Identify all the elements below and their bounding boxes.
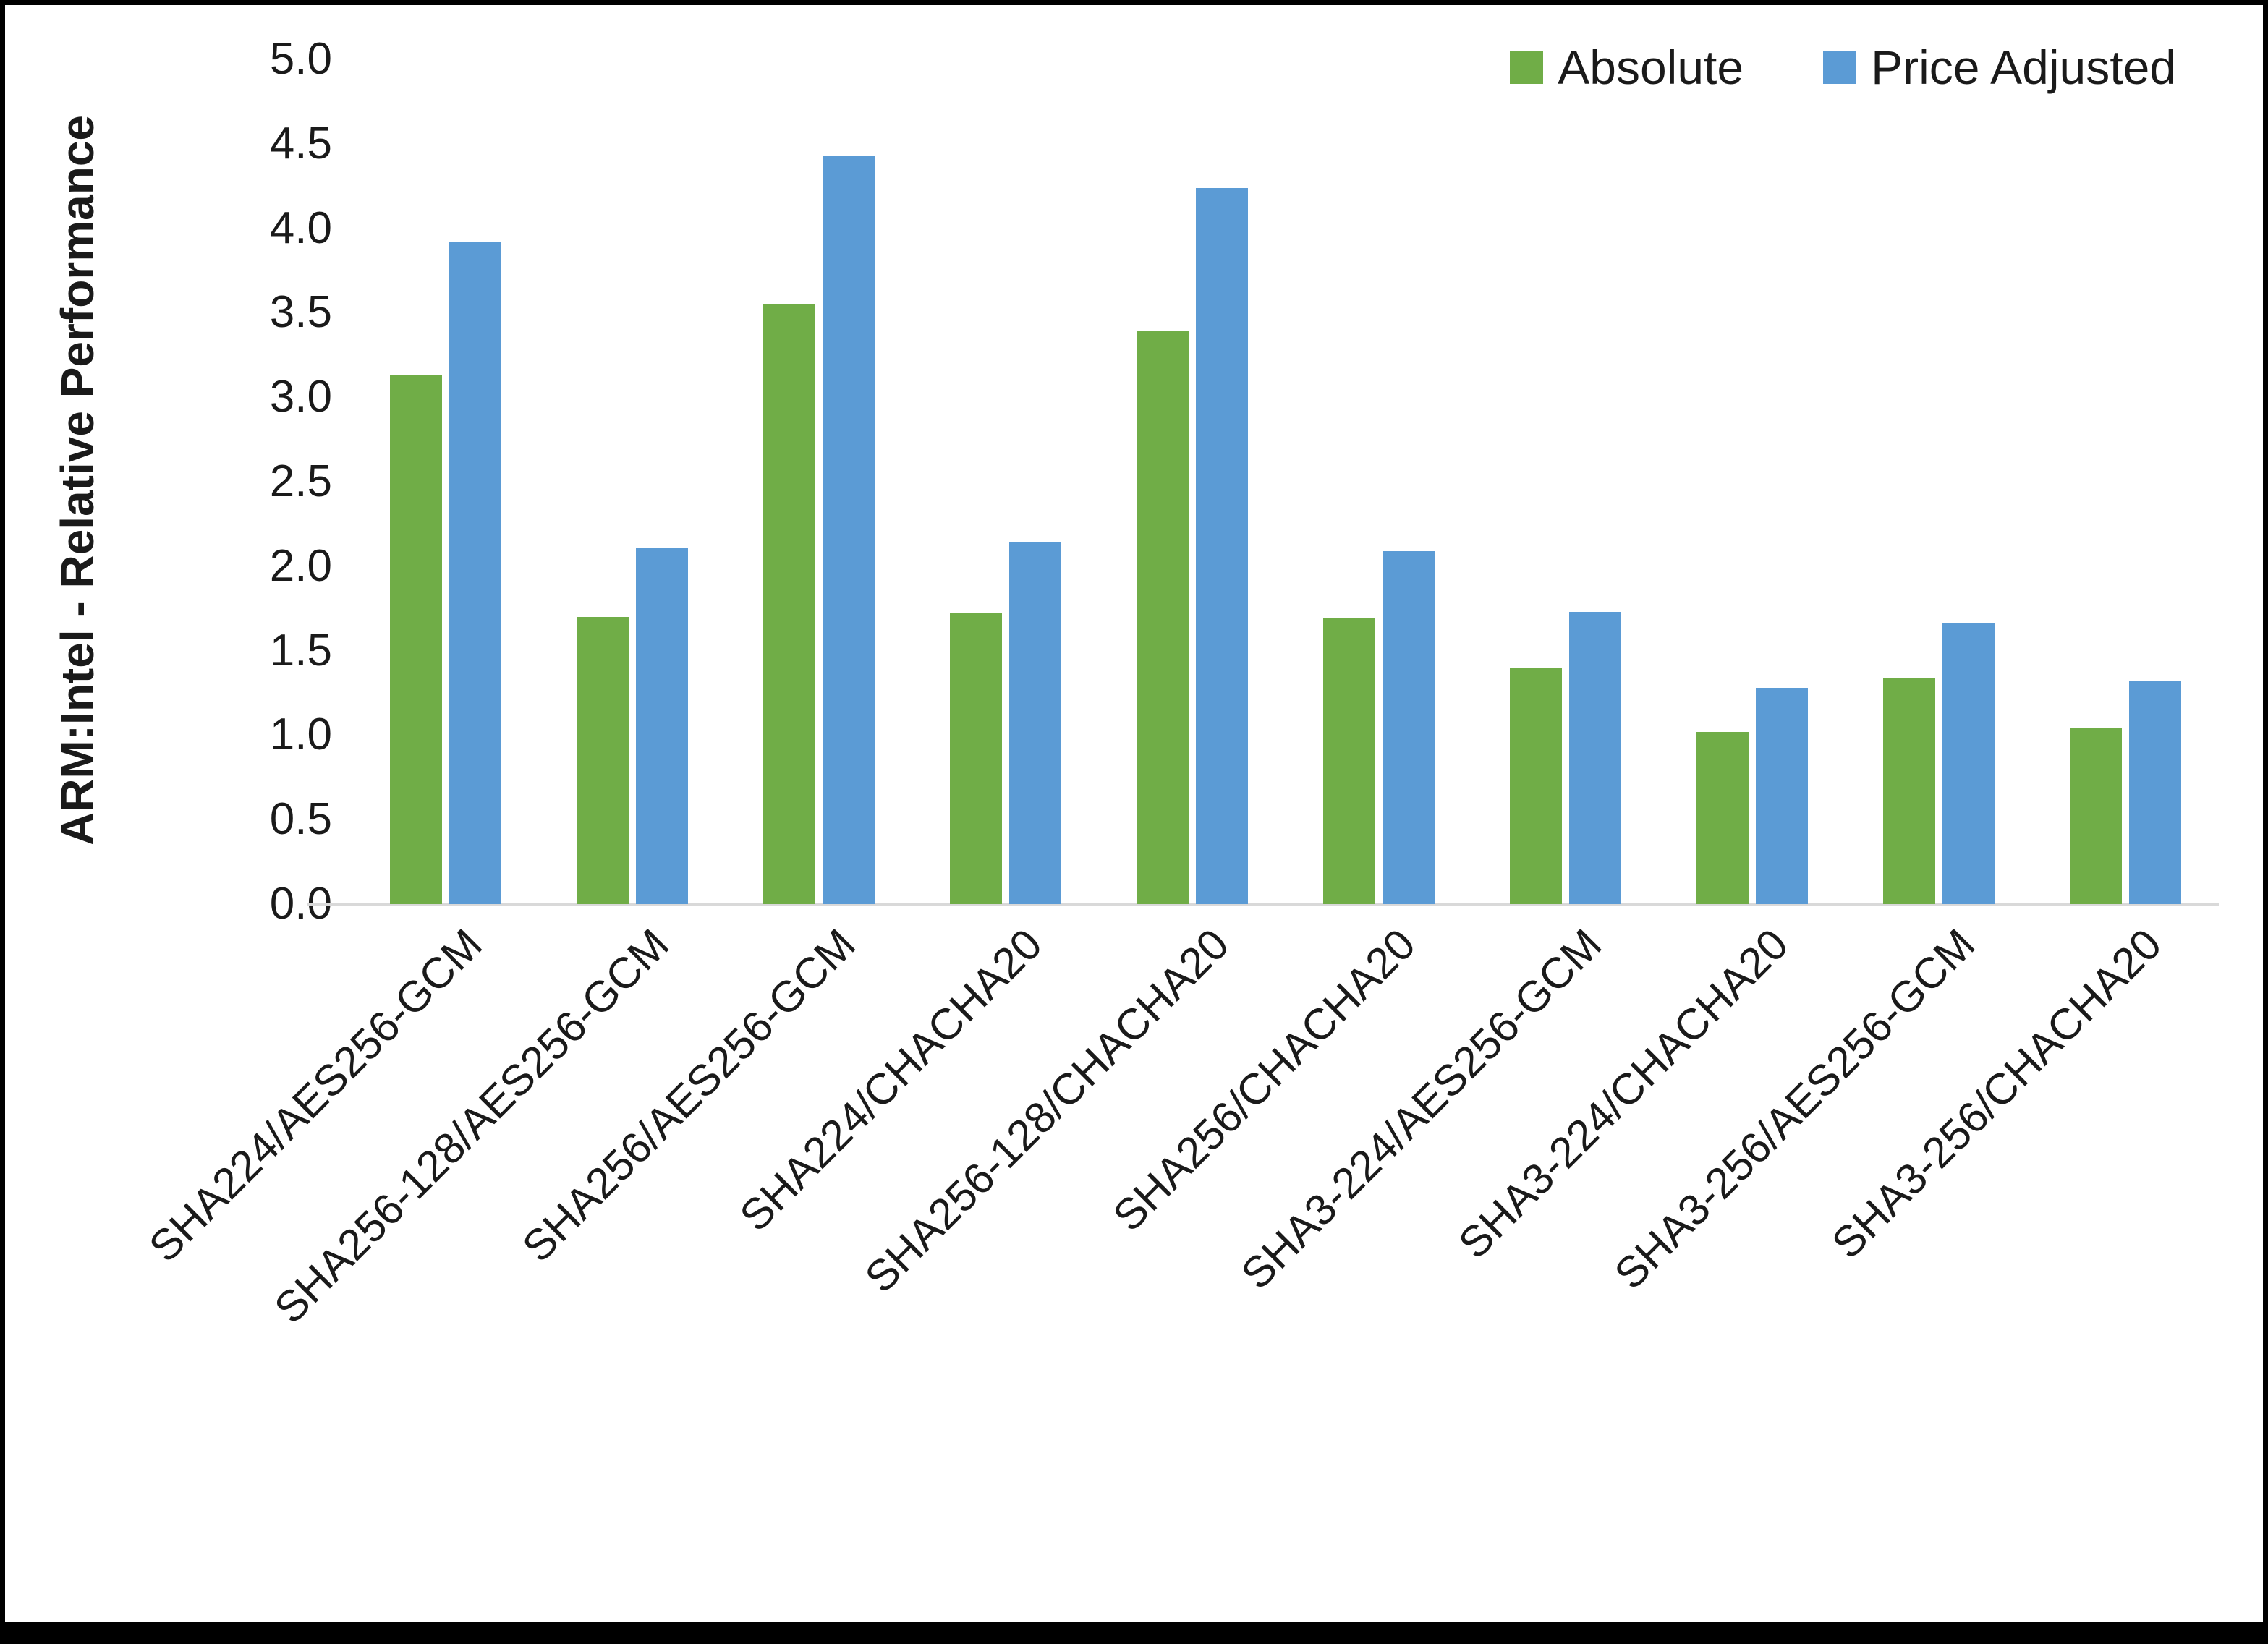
y-tick-label: 5.0 [269, 34, 332, 84]
bar-group [1846, 59, 2032, 904]
y-tick-label: 4.0 [269, 203, 332, 253]
bar-group [1286, 59, 1472, 904]
bar-price-adjusted [449, 242, 501, 904]
category-label: SHA3-256/CHACHA20 [1822, 919, 2171, 1268]
bar-group [539, 59, 726, 904]
y-tick-label: 4.5 [269, 118, 332, 169]
category-label: SHA224/AES256-GCM [139, 919, 491, 1272]
bar-price-adjusted [1009, 542, 1061, 904]
category-label: SHA256-128/CHACHA20 [855, 919, 1238, 1302]
legend-label: Absolute [1558, 41, 1744, 94]
legend: Absolute Price Adjusted [1510, 40, 2176, 95]
bar-absolute [1137, 331, 1189, 904]
x-axis-labels: SHA224/AES256-GCM SHA256-128/AES256-GCM SH… [5, 919, 2263, 1570]
bar-price-adjusted [823, 156, 875, 904]
bar-absolute [950, 613, 1002, 904]
bar-price-adjusted [1569, 611, 1621, 904]
category-label: SHA3-224/AES256-GCM [1232, 919, 1611, 1299]
bar-price-adjusted [1756, 688, 1808, 904]
legend-label: Price Adjusted [1871, 41, 2176, 94]
y-axis-title: ARM:Intel - Relative Performance [51, 114, 103, 846]
bar-group [1099, 59, 1286, 904]
bar-absolute [763, 304, 815, 904]
bar-price-adjusted [636, 548, 688, 904]
plot-area [307, 59, 2219, 906]
bar-absolute [1510, 667, 1562, 904]
y-tick-label: 3.0 [269, 372, 332, 422]
bar-absolute [1883, 677, 1935, 904]
bar-group [1472, 59, 1659, 904]
y-tick-label: 1.0 [269, 710, 332, 760]
bar-price-adjusted [1942, 623, 1995, 904]
legend-swatch-absolute [1510, 51, 1544, 84]
category-label: SHA256-128/AES256-GCM [264, 919, 678, 1333]
category-label: SHA3-256/AES256-GCM [1605, 919, 1984, 1299]
y-tick-label: 2.0 [269, 540, 332, 591]
y-tick-label: 3.5 [269, 287, 332, 338]
bar-absolute [577, 616, 629, 904]
y-tick-label: 0.5 [269, 794, 332, 845]
category-label: SHA256/CHACHA20 [1103, 919, 1424, 1240]
bar-absolute [2070, 728, 2122, 904]
bar-price-adjusted [1383, 550, 1435, 904]
x-axis-line [307, 903, 2219, 906]
category-label: SHA3-224/CHACHA20 [1449, 919, 1798, 1268]
y-tick-label: 2.5 [269, 456, 332, 506]
category-label: SHA224/CHACHA20 [730, 919, 1051, 1240]
bar-absolute [1323, 618, 1375, 904]
bar-price-adjusted [1196, 187, 1248, 904]
bar-absolute [1696, 731, 1749, 904]
bar-group [1659, 59, 1846, 904]
category-label: SHA256/AES256-GCM [512, 919, 865, 1272]
legend-item-absolute: Absolute [1510, 40, 1744, 95]
legend-item-price-adjusted: Price Adjusted [1823, 40, 2176, 95]
bar-group [352, 59, 539, 904]
bar-group [912, 59, 1099, 904]
y-tick-label: 1.5 [269, 625, 332, 676]
bar-absolute [390, 375, 442, 904]
legend-swatch-price-adjusted [1823, 51, 1857, 84]
bar-price-adjusted [2129, 681, 2181, 904]
bar-group [2032, 59, 2219, 904]
bar-group [726, 59, 912, 904]
